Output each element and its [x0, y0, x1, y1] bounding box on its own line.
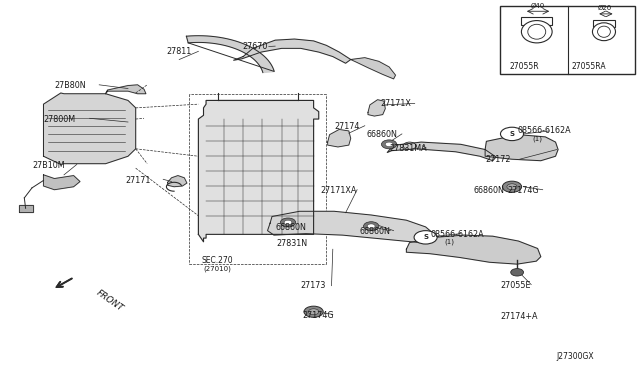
Circle shape: [304, 306, 323, 317]
Polygon shape: [168, 176, 187, 187]
Text: 66860N: 66860N: [366, 130, 397, 139]
Text: 27800M: 27800M: [44, 115, 76, 124]
Circle shape: [381, 140, 397, 149]
Polygon shape: [198, 100, 319, 242]
Circle shape: [507, 184, 517, 190]
Polygon shape: [44, 175, 80, 190]
Text: Ø20: Ø20: [598, 5, 612, 11]
Polygon shape: [328, 129, 351, 147]
Bar: [500, 6, 635, 74]
Circle shape: [414, 231, 437, 244]
Polygon shape: [234, 39, 351, 63]
Ellipse shape: [528, 24, 546, 39]
Text: Ø40: Ø40: [531, 3, 545, 9]
Text: 27B10M: 27B10M: [32, 161, 65, 170]
Text: 27174G: 27174G: [302, 311, 333, 320]
Polygon shape: [387, 142, 496, 161]
Ellipse shape: [598, 26, 611, 37]
Circle shape: [284, 220, 292, 225]
Text: 66860N: 66860N: [360, 227, 390, 236]
Circle shape: [308, 309, 319, 315]
Ellipse shape: [593, 23, 616, 41]
Text: 27174+A: 27174+A: [500, 312, 538, 321]
Text: 27670: 27670: [242, 42, 268, 51]
Text: 27B80N: 27B80N: [54, 81, 86, 90]
Text: 27172: 27172: [485, 155, 511, 164]
Text: (1): (1): [532, 135, 543, 142]
Text: 27174G: 27174G: [507, 186, 538, 195]
Text: 27055RA: 27055RA: [572, 62, 606, 71]
Text: S: S: [423, 234, 428, 240]
Bar: [522, 17, 552, 25]
Circle shape: [367, 224, 375, 228]
Text: 27171: 27171: [125, 176, 151, 185]
Text: 27831N: 27831N: [276, 239, 308, 248]
Circle shape: [385, 142, 393, 147]
Polygon shape: [106, 85, 146, 94]
Polygon shape: [485, 135, 558, 161]
Text: S: S: [509, 131, 515, 137]
Text: 27055R: 27055R: [510, 62, 540, 71]
Circle shape: [364, 222, 379, 231]
Circle shape: [500, 127, 524, 141]
Polygon shape: [186, 36, 275, 73]
Text: 66860N: 66860N: [474, 186, 504, 195]
Circle shape: [502, 181, 522, 192]
Text: (27010): (27010): [204, 265, 232, 272]
Text: FRONT: FRONT: [95, 288, 125, 313]
Text: SEC.270: SEC.270: [202, 256, 233, 265]
Polygon shape: [351, 58, 396, 79]
Text: 08566-6162A: 08566-6162A: [430, 230, 484, 239]
Polygon shape: [368, 100, 385, 116]
Text: 27171X: 27171X: [381, 99, 412, 108]
Text: (1): (1): [445, 238, 455, 245]
Circle shape: [280, 218, 296, 227]
Text: 27173: 27173: [301, 281, 326, 290]
Bar: [593, 20, 615, 27]
Text: J27300GX: J27300GX: [557, 352, 595, 361]
Polygon shape: [44, 93, 136, 164]
Polygon shape: [406, 235, 541, 264]
Circle shape: [511, 269, 524, 276]
Text: 27811: 27811: [166, 47, 191, 56]
Text: 27055E: 27055E: [500, 281, 531, 290]
Text: 66860N: 66860N: [275, 223, 306, 232]
Polygon shape: [268, 211, 435, 243]
Text: 27171XA: 27171XA: [320, 186, 356, 195]
Ellipse shape: [522, 20, 552, 43]
Text: 27174: 27174: [334, 122, 360, 131]
Polygon shape: [19, 205, 33, 212]
Text: 27831MA: 27831MA: [389, 144, 427, 153]
Text: 08566-6162A: 08566-6162A: [517, 126, 571, 135]
